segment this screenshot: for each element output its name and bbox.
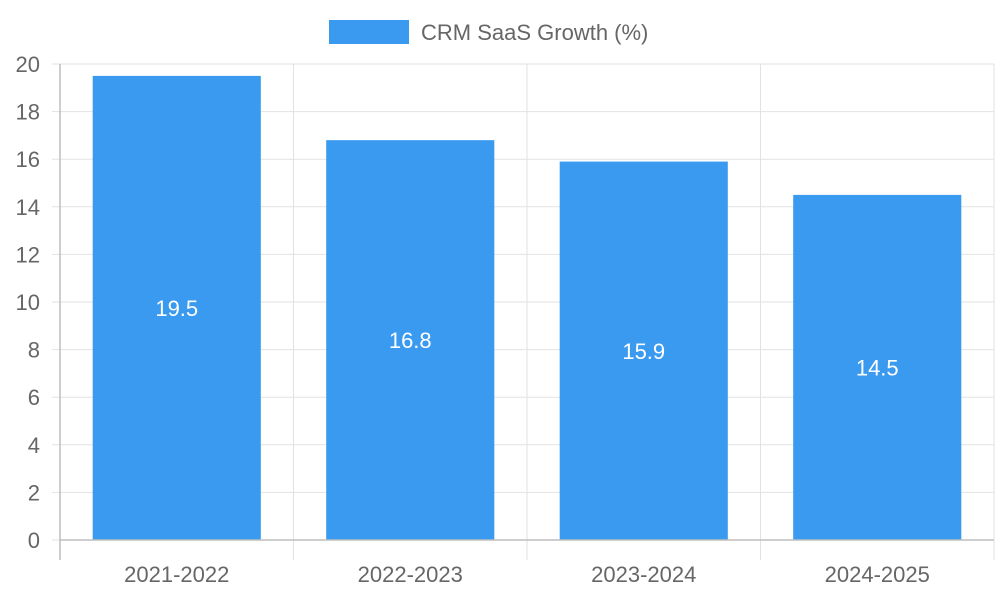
bar [92, 75, 261, 541]
x-tick-label: 2024-2025 [825, 562, 930, 587]
data-label: 14.5 [856, 355, 899, 380]
y-tick-label: 0 [28, 528, 40, 553]
legend[interactable]: CRM SaaS Growth (%) [329, 20, 648, 45]
y-tick-label: 14 [16, 195, 40, 220]
bar [793, 194, 962, 540]
y-tick-label: 8 [28, 338, 40, 363]
bars [92, 75, 962, 541]
y-tick-label: 18 [16, 100, 40, 125]
bar [326, 140, 495, 540]
data-labels: 19.5 16.8 15.9 14.5 [155, 296, 898, 381]
y-tick-label: 2 [28, 480, 40, 505]
y-tick-label: 6 [28, 385, 40, 410]
legend-label[interactable]: CRM SaaS Growth (%) [421, 20, 648, 45]
x-tick-labels: 2021-2022 2022-2023 2023-2024 2024-2025 [124, 562, 930, 587]
bar [559, 161, 728, 540]
y-tick-label: 4 [28, 433, 40, 458]
axes [59, 64, 994, 560]
y-tick-labels: 0 2 4 6 8 10 12 14 16 18 20 [16, 52, 40, 553]
y-tick-label: 16 [16, 147, 40, 172]
y-tick-label: 12 [16, 242, 40, 267]
x-tick-label: 2021-2022 [124, 562, 229, 587]
x-tick-label: 2023-2024 [591, 562, 696, 587]
y-tick-label: 20 [16, 52, 40, 77]
y-tick-label: 10 [16, 290, 40, 315]
data-label: 15.9 [622, 339, 665, 364]
data-label: 16.8 [389, 328, 432, 353]
data-label: 19.5 [155, 296, 198, 321]
legend-swatch[interactable] [329, 20, 409, 44]
x-tick-label: 2022-2023 [358, 562, 463, 587]
